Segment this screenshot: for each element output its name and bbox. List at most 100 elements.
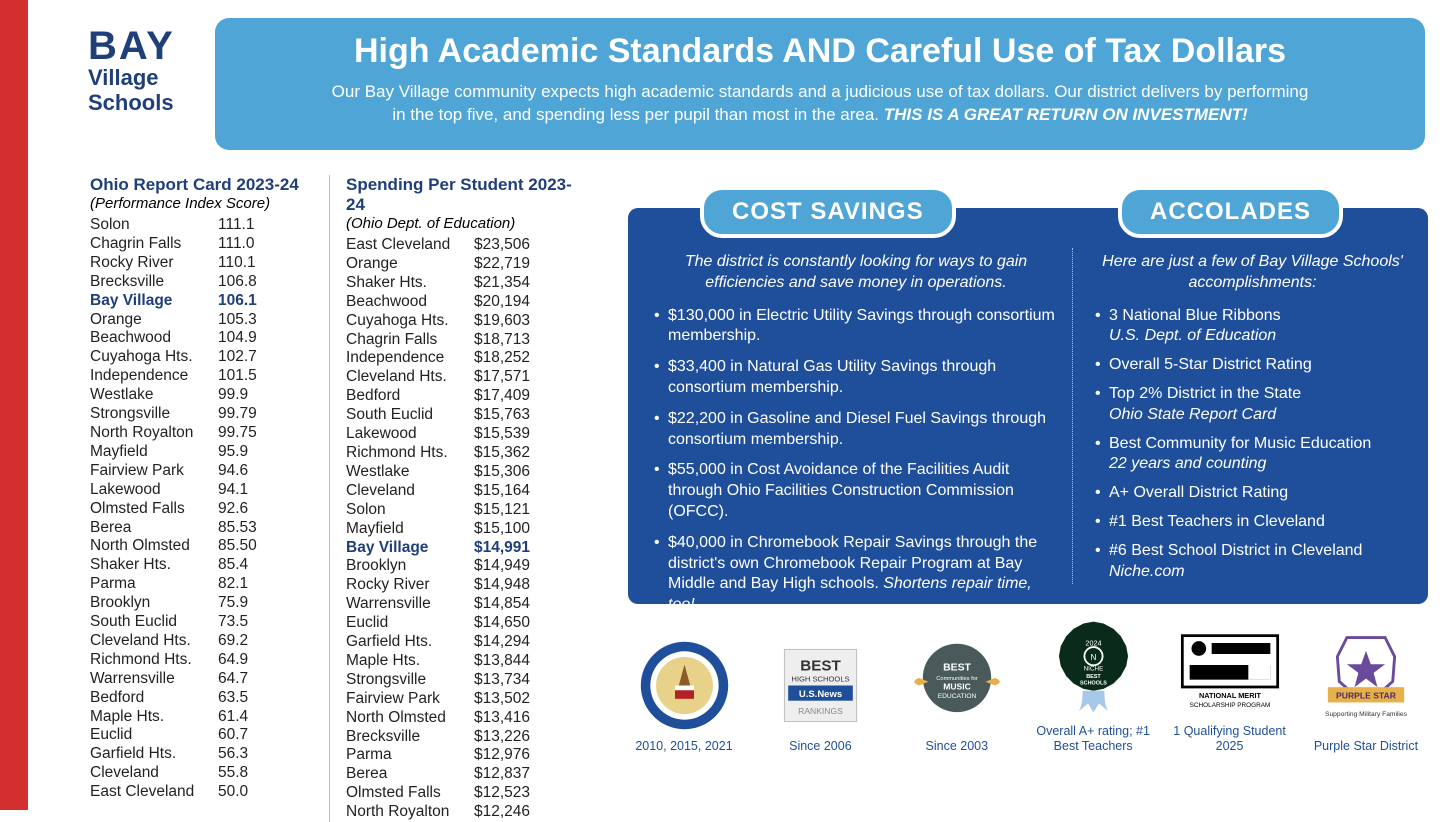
row-name: North Olmsted (346, 709, 474, 728)
row-name: Olmsted Falls (90, 500, 218, 519)
badge-usnews: BEST HIGH SCHOOLS U.S.News RANKINGS Sinc… (756, 638, 884, 754)
badge-caption: Since 2003 (926, 739, 989, 754)
table-row: Berea$12,837 (346, 765, 590, 784)
list-text: $55,000 in Cost Avoidance of the Facilit… (668, 460, 1058, 522)
table-row: Beachwood104.9 (90, 329, 317, 348)
list-item: •#1 Best Teachers in Cleveland (1095, 512, 1410, 533)
row-value: $15,539 (474, 425, 554, 444)
row-name: Warrensville (346, 595, 474, 614)
row-name: Mayfield (346, 520, 474, 539)
row-name: Shaker Hts. (346, 274, 474, 293)
row-name: Lakewood (90, 481, 218, 500)
row-value: $13,416 (474, 709, 554, 728)
table-row: Brooklyn75.9 (90, 594, 317, 613)
row-name: Parma (346, 746, 474, 765)
row-name: North Olmsted (90, 537, 218, 556)
row-name: South Euclid (90, 613, 218, 632)
row-value: $14,650 (474, 614, 554, 633)
row-name: Cleveland (346, 482, 474, 501)
table-row: Independence$18,252 (346, 349, 590, 368)
row-name: Chagrin Falls (346, 331, 474, 350)
report-card-title: Ohio Report Card 2023-24 (90, 175, 317, 195)
svg-text:2024: 2024 (1085, 638, 1101, 647)
row-value: $17,571 (474, 368, 554, 387)
badge-row: 2010, 2015, 2021 BEST HIGH SCHOOLS U.S.N… (620, 618, 1430, 754)
row-name: Cleveland Hts. (90, 632, 218, 651)
list-text: $130,000 in Electric Utility Savings thr… (668, 306, 1058, 348)
row-name: Maple Hts. (90, 708, 218, 727)
spending-subtitle: (Ohio Dept. of Education) (346, 215, 590, 232)
table-row: Cuyahoga Hts.$19,603 (346, 312, 590, 331)
row-name: Rocky River (346, 576, 474, 595)
row-name: Warrensville (90, 670, 218, 689)
svg-text:U.S.News: U.S.News (799, 689, 842, 700)
row-name: North Royalton (90, 424, 218, 443)
row-value: 95.9 (218, 443, 288, 462)
row-value: $22,719 (474, 255, 554, 274)
list-item: •Best Community for Music Education22 ye… (1095, 434, 1410, 476)
row-value: 63.5 (218, 689, 288, 708)
svg-text:RANKINGS: RANKINGS (798, 706, 843, 716)
red-accent-bar (0, 0, 28, 810)
table-row: Olmsted Falls$12,523 (346, 784, 590, 803)
merit-icon: NATIONAL MERIT SCHOLARSHIP PROGRAM (1175, 623, 1285, 718)
row-value: $13,502 (474, 690, 554, 709)
table-row: Fairview Park94.6 (90, 462, 317, 481)
bullet-icon: • (654, 460, 668, 522)
row-value: $12,837 (474, 765, 554, 784)
row-name: Orange (90, 311, 218, 330)
table-row: Euclid60.7 (90, 726, 317, 745)
row-value: 104.9 (218, 329, 288, 348)
table-row: North Olmsted$13,416 (346, 709, 590, 728)
purple-star-icon: PURPLE STAR Supporting Military Families (1316, 628, 1416, 733)
row-value: 94.6 (218, 462, 288, 481)
spending-table: Spending Per Student 2023-24 (Ohio Dept.… (330, 175, 590, 822)
row-value: 56.3 (218, 745, 288, 764)
row-name: Cleveland (90, 764, 218, 783)
row-value: 102.7 (218, 348, 288, 367)
report-card-subtitle: (Performance Index Score) (90, 195, 317, 212)
row-value: $12,523 (474, 784, 554, 803)
logo: BAY Village Schools (88, 28, 198, 114)
table-row: Fairview Park$13,502 (346, 690, 590, 709)
list-item: •#6 Best School District in ClevelandNic… (1095, 541, 1410, 583)
bullet-icon: • (654, 357, 668, 399)
table-row: Solon111.1 (90, 216, 317, 235)
bullet-icon: • (1095, 384, 1109, 426)
table-row: Bedford63.5 (90, 689, 317, 708)
seal-icon (637, 638, 732, 733)
list-item: •Overall 5-Star District Rating (1095, 355, 1410, 376)
row-name: Brecksville (346, 728, 474, 747)
row-name: East Cleveland (346, 236, 474, 255)
badge-blue-ribbon: 2010, 2015, 2021 (620, 638, 748, 754)
row-value: 85.53 (218, 519, 288, 538)
usnews-icon: BEST HIGH SCHOOLS U.S.News RANKINGS (773, 638, 868, 733)
list-item: •Top 2% District in the StateOhio State … (1095, 384, 1410, 426)
table-row: Richmond Hts.64.9 (90, 651, 317, 670)
svg-text:NATIONAL MERIT: NATIONAL MERIT (1199, 691, 1262, 700)
row-name: Independence (90, 367, 218, 386)
row-value: $20,194 (474, 293, 554, 312)
row-value: $18,252 (474, 349, 554, 368)
row-value: 69.2 (218, 632, 288, 651)
row-name: Lakewood (346, 425, 474, 444)
list-text: $22,200 in Gasoline and Diesel Fuel Savi… (668, 409, 1058, 451)
table-row: Strongsville99.79 (90, 405, 317, 424)
list-text: #6 Best School District in ClevelandNich… (1109, 541, 1410, 583)
row-name: Richmond Hts. (346, 444, 474, 463)
row-name: South Euclid (346, 406, 474, 425)
row-name: Shaker Hts. (90, 556, 218, 575)
table-row: Cleveland$15,164 (346, 482, 590, 501)
row-value: 55.8 (218, 764, 288, 783)
row-name: Garfield Hts. (346, 633, 474, 652)
bullet-icon: • (1095, 306, 1109, 348)
niche-icon: 2024 N NICHE BEST SCHOOLS (1046, 618, 1141, 718)
table-row: South Euclid$15,763 (346, 406, 590, 425)
row-name: Berea (90, 519, 218, 538)
accolades-section: Here are just a few of Bay Village Schoo… (1073, 208, 1428, 604)
row-name: Beachwood (90, 329, 218, 348)
list-text: #1 Best Teachers in Cleveland (1109, 512, 1410, 533)
table-row: Olmsted Falls92.6 (90, 500, 317, 519)
svg-text:Supporting Military Families: Supporting Military Families (1325, 711, 1408, 718)
row-value: $15,121 (474, 501, 554, 520)
